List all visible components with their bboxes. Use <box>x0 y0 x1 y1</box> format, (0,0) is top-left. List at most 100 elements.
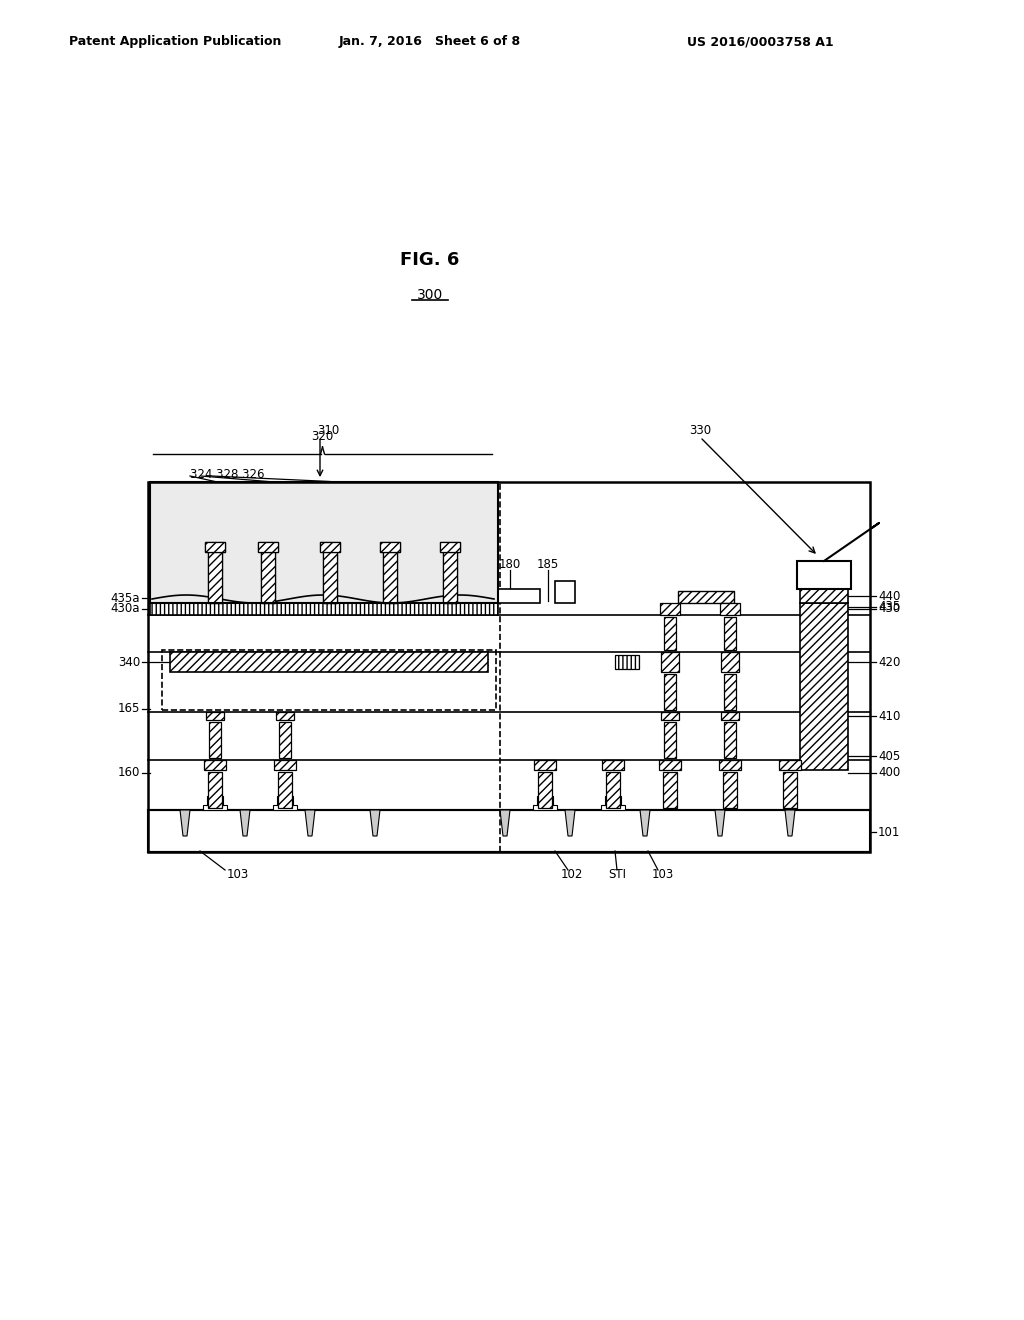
Bar <box>209 722 221 758</box>
Bar <box>723 772 737 808</box>
Bar <box>678 591 734 603</box>
Bar <box>720 603 740 615</box>
Polygon shape <box>370 810 380 836</box>
Bar <box>150 482 498 552</box>
Text: Patent Application Publication: Patent Application Publication <box>69 36 282 49</box>
Text: 103: 103 <box>227 867 249 880</box>
Bar <box>443 552 457 603</box>
Text: US 2016/0003758 A1: US 2016/0003758 A1 <box>687 36 834 49</box>
Bar <box>274 760 296 770</box>
Text: 165: 165 <box>118 702 140 715</box>
Bar <box>206 711 224 719</box>
Bar <box>205 543 225 552</box>
Bar <box>659 760 681 770</box>
Bar <box>150 482 498 603</box>
Bar <box>207 796 223 805</box>
Bar <box>724 616 736 649</box>
Bar <box>537 796 553 805</box>
Bar <box>162 649 496 710</box>
Bar <box>276 711 294 719</box>
Text: 440: 440 <box>878 590 900 602</box>
Text: FIG. 6: FIG. 6 <box>400 251 460 269</box>
Bar <box>555 581 575 603</box>
Bar <box>383 552 397 603</box>
Polygon shape <box>240 810 250 836</box>
Bar <box>724 722 736 758</box>
Bar <box>534 805 557 810</box>
Bar <box>538 772 552 808</box>
Text: 420: 420 <box>878 656 900 668</box>
Polygon shape <box>500 810 510 836</box>
Bar <box>800 603 848 770</box>
Bar <box>170 652 488 672</box>
Text: 435a: 435a <box>111 591 140 605</box>
Bar <box>663 772 677 808</box>
Text: 102: 102 <box>561 867 584 880</box>
Text: STI: STI <box>608 867 626 880</box>
Bar <box>498 589 540 603</box>
Polygon shape <box>180 810 190 836</box>
Bar <box>261 552 275 603</box>
Bar <box>323 552 337 603</box>
Bar <box>779 760 801 770</box>
Bar <box>606 772 620 808</box>
Bar <box>797 561 851 589</box>
Bar <box>662 711 679 719</box>
Bar <box>258 543 278 552</box>
Text: 324 328 326: 324 328 326 <box>190 467 264 480</box>
Bar <box>273 805 297 810</box>
Bar <box>664 722 676 758</box>
Bar <box>208 552 222 603</box>
Bar <box>258 543 278 552</box>
Bar <box>148 482 870 851</box>
Bar <box>660 603 680 615</box>
Text: 185: 185 <box>537 558 559 572</box>
Bar <box>278 796 293 805</box>
Polygon shape <box>565 810 575 836</box>
Bar <box>800 589 848 603</box>
Text: 160: 160 <box>118 767 140 780</box>
Bar <box>148 810 870 851</box>
Bar <box>601 805 625 810</box>
Text: 300: 300 <box>417 288 443 302</box>
Bar <box>204 760 226 770</box>
Text: 400: 400 <box>878 767 900 780</box>
Bar <box>319 543 340 552</box>
Text: 435: 435 <box>878 601 900 614</box>
Text: 405: 405 <box>878 750 900 763</box>
Bar <box>319 543 340 552</box>
Bar <box>208 552 222 603</box>
Bar <box>203 805 227 810</box>
Bar <box>279 722 291 758</box>
Bar <box>721 711 739 719</box>
Bar <box>602 760 624 770</box>
Bar <box>443 552 457 603</box>
Bar <box>615 655 639 669</box>
Text: 430a: 430a <box>111 602 140 615</box>
Bar <box>783 772 797 808</box>
Text: 320: 320 <box>311 430 334 444</box>
Bar <box>278 772 292 808</box>
Bar <box>664 616 676 649</box>
Bar <box>383 552 397 603</box>
Polygon shape <box>640 810 650 836</box>
Bar <box>150 552 498 603</box>
Bar <box>380 543 400 552</box>
Polygon shape <box>715 810 725 836</box>
Bar <box>150 603 498 615</box>
Polygon shape <box>305 810 315 836</box>
Text: Jan. 7, 2016   Sheet 6 of 8: Jan. 7, 2016 Sheet 6 of 8 <box>339 36 521 49</box>
Text: 340: 340 <box>118 656 140 668</box>
Bar <box>380 543 400 552</box>
Text: 180: 180 <box>499 558 521 572</box>
Bar <box>205 543 225 552</box>
Polygon shape <box>785 810 795 836</box>
Text: 310: 310 <box>316 424 339 437</box>
Bar <box>534 760 556 770</box>
Bar <box>664 675 676 710</box>
Bar <box>719 760 741 770</box>
Bar <box>605 796 621 805</box>
Bar <box>261 552 275 603</box>
Bar <box>323 552 337 603</box>
Bar <box>208 772 222 808</box>
